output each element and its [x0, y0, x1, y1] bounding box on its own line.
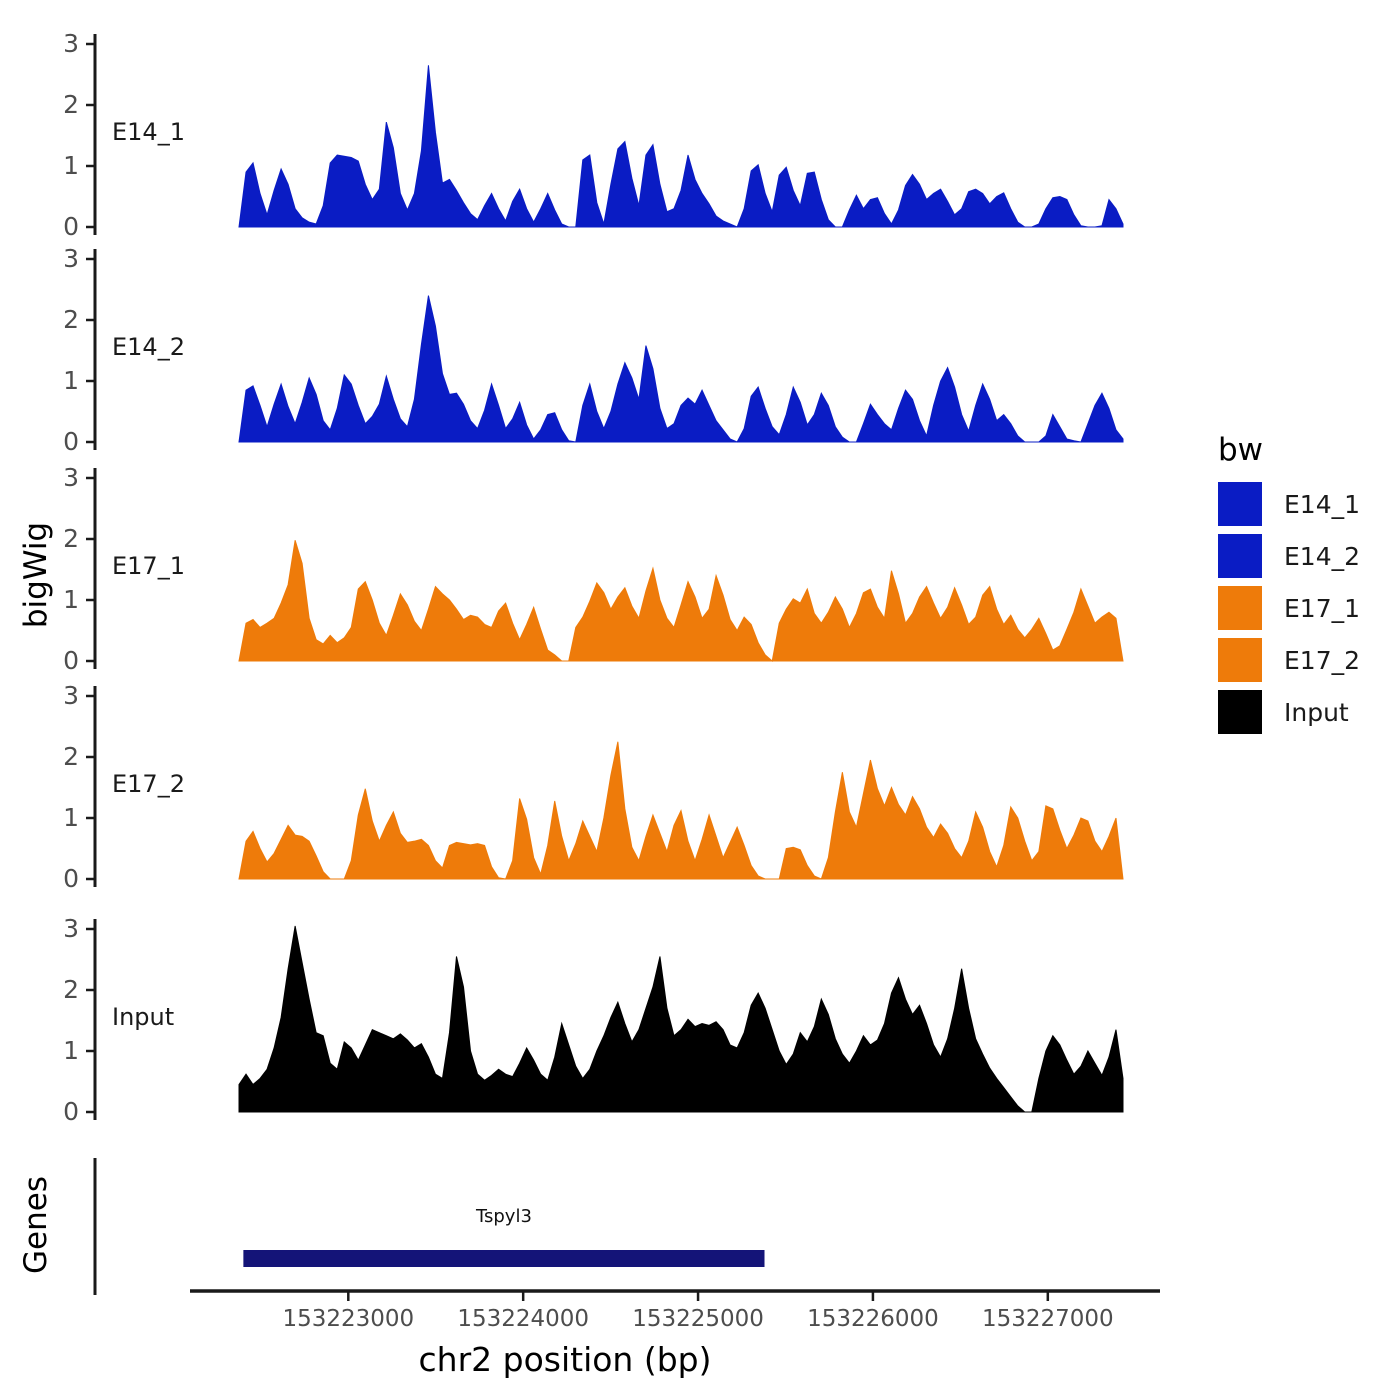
y-tick-label: 3 — [63, 29, 79, 58]
track-label-e14_1: E14_1 — [112, 117, 185, 146]
y-tick-label: 1 — [63, 803, 79, 832]
legend-item-input[interactable]: Input — [1218, 690, 1360, 734]
legend-swatch-icon — [1218, 638, 1262, 682]
track-panels-container: 0 1 2 3 E14_1 0 1 2 3 E14_2 0 1 2 3 E17_1 0 1 2 3 E17_2 0 1 2 3… — [63, 29, 1124, 1126]
legend-item-e14_2[interactable]: E14_2 — [1218, 534, 1360, 578]
legend-item-label: E17_1 — [1284, 593, 1361, 623]
legend-swatch-icon — [1218, 534, 1262, 578]
track-label-e17_2: E17_2 — [112, 769, 185, 798]
legend-item-label: E14_1 — [1284, 489, 1361, 519]
track-area-e17_2 — [238, 741, 1124, 880]
legend-item-e14_1[interactable]: E14_1 — [1218, 482, 1360, 526]
track-area-input — [238, 925, 1124, 1113]
y-tick-label: 2 — [63, 305, 79, 334]
y-tick-label: 3 — [63, 244, 79, 273]
track-area-e17_1 — [238, 540, 1124, 662]
y-tick-label: 1 — [63, 366, 79, 395]
track-area-e14_2 — [238, 295, 1124, 443]
legend-item-label: Input — [1284, 697, 1349, 727]
track-label-e17_1: E17_1 — [112, 551, 185, 580]
track-input — [86, 919, 1124, 1120]
y-tick-label: 3 — [63, 463, 79, 492]
track-e14_2 — [86, 249, 1124, 450]
track-area-e14_1 — [238, 65, 1124, 228]
y-tick-label: 0 — [63, 212, 79, 241]
x-tick-label: 153223000 — [282, 1306, 415, 1332]
y-tick-label: 0 — [63, 864, 79, 893]
legend-swatch-icon — [1218, 690, 1262, 734]
legend-item-label: E14_2 — [1284, 541, 1361, 571]
genes-track — [93, 1158, 765, 1295]
x-axis: 153223000 153224000 153225000 153226000 1532… — [0, 1288, 1180, 1348]
legend-item-e17_1[interactable]: E17_1 — [1218, 586, 1360, 630]
y-tick-label: 2 — [63, 742, 79, 771]
y-tick-label: 2 — [63, 524, 79, 553]
x-tick-label: 153227000 — [981, 1306, 1114, 1332]
x-tick-label: 153225000 — [632, 1306, 764, 1332]
track-e17_1 — [86, 468, 1124, 669]
gene-label: Tspyl3 — [475, 1206, 532, 1227]
legend-title: bw — [1218, 432, 1264, 468]
y-tick-label: 3 — [63, 914, 79, 943]
y-tick-label: 2 — [63, 975, 79, 1004]
y-tick-label: 3 — [63, 681, 79, 710]
y-tick-label: 2 — [63, 90, 79, 119]
track-label-e14_2: E14_2 — [112, 332, 185, 361]
y-tick-label: 1 — [63, 1036, 79, 1065]
x-axis-title: chr2 position (bp) — [418, 1340, 712, 1379]
x-axis-line-group — [190, 1289, 1160, 1301]
gene-feature-bar[interactable] — [243, 1250, 765, 1267]
genes-panel: Tspyl3 — [0, 1150, 1180, 1300]
x-tick-label: 153224000 — [457, 1306, 590, 1332]
legend-swatch-icon — [1218, 586, 1262, 630]
y-tick-label: 0 — [63, 427, 79, 456]
legend-item-label: E17_2 — [1284, 645, 1361, 675]
legend: E14_1 E14_2 E17_1 E17_2 Input — [1218, 482, 1360, 742]
track-e14_1 — [86, 34, 1124, 235]
legend-swatch-icon — [1218, 482, 1262, 526]
track-label-input: Input — [112, 1002, 175, 1031]
y-tick-label: 0 — [63, 646, 79, 675]
track-e17_2 — [86, 686, 1124, 887]
legend-item-e17_2[interactable]: E17_2 — [1218, 638, 1360, 682]
y-tick-label: 0 — [63, 1097, 79, 1126]
y-tick-label: 1 — [63, 585, 79, 614]
y-tick-label: 1 — [63, 151, 79, 180]
x-tick-label: 153226000 — [807, 1306, 939, 1332]
